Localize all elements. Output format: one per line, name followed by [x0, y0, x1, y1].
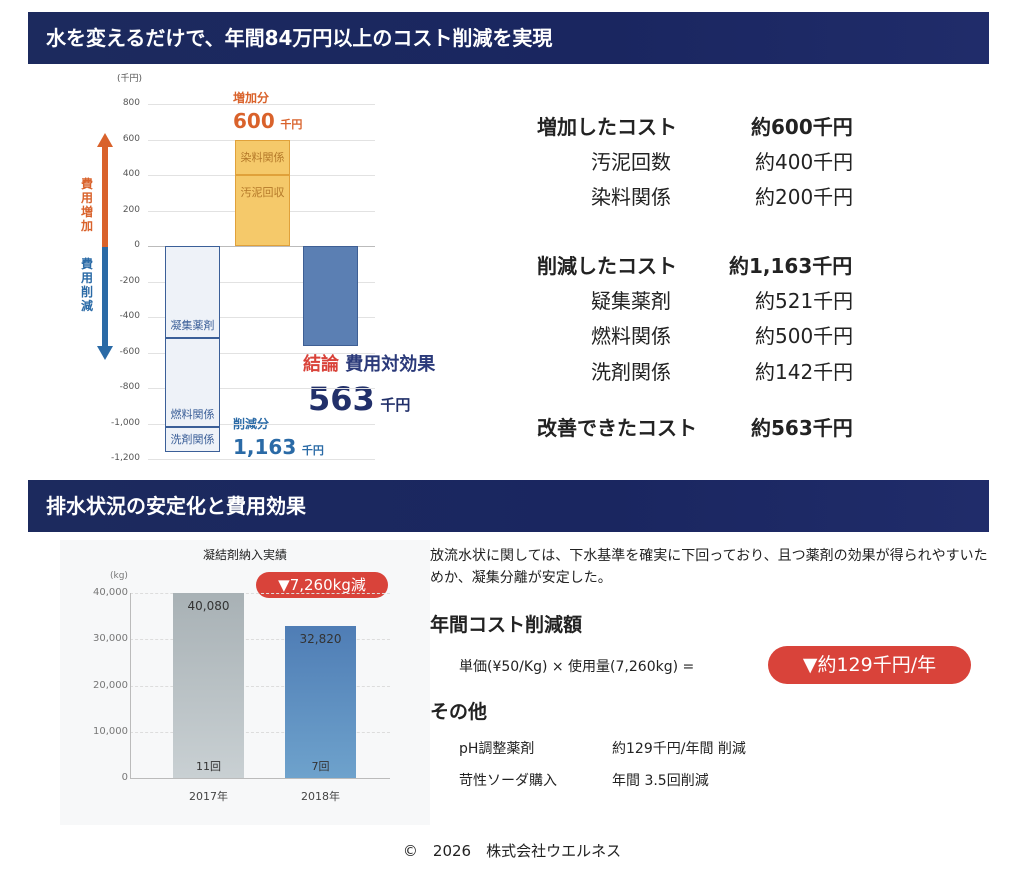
- axis-down-label: 費用削減: [81, 257, 94, 313]
- coagulant-chart: 凝結剤納入実績 (kg) ▼7,260kg減 40,000 30,000 20,00…: [60, 540, 430, 825]
- gridline: [148, 317, 375, 318]
- y-tick-label: 30,000: [93, 633, 128, 645]
- y-tick-label: 200: [122, 204, 140, 215]
- decrease-heading: 削減したコスト: [537, 254, 677, 278]
- y-tick-label: 400: [122, 169, 140, 179]
- increase-heading: 増加したコスト: [537, 115, 677, 139]
- unit: 千円: [280, 118, 303, 131]
- decrease-item-label: 洗剤関係: [591, 360, 671, 384]
- increase-item-label: 染料関係: [591, 185, 671, 209]
- y-tick-label: 0: [134, 240, 140, 250]
- annual-result-badge: ▼約129千円/年: [768, 646, 971, 684]
- gridline: [148, 246, 375, 247]
- y-tick-label: 0: [121, 772, 128, 783]
- gridline: [148, 104, 375, 105]
- gridline: [130, 685, 390, 688]
- bar-segment: 凝集薬剤: [165, 246, 220, 339]
- arrow-up-icon: [97, 133, 113, 147]
- formula: 単価(¥50/Kg) × 使用量(7,260kg) =: [459, 659, 695, 675]
- gridline: [148, 388, 375, 389]
- chart-title: 凝結剤納入実績: [202, 548, 287, 562]
- increase-item-label: 汚泥回数: [591, 150, 671, 174]
- y-tick-label: 20,000: [93, 679, 128, 691]
- gridline: [130, 731, 390, 734]
- other-heading: その他: [430, 701, 488, 723]
- y-tick-label: 800: [122, 98, 140, 108]
- unit: 千円: [301, 444, 324, 457]
- cost-chart: (千円) 費用増加 費用削減 増加分 600 千円 削減分 1,163 千円 結…: [60, 65, 480, 470]
- increase-amount: 約600千円: [751, 115, 853, 139]
- y-tick-label: 40,000: [93, 587, 128, 598]
- bar-count-label: 11回: [196, 759, 221, 773]
- increase-item-value: 約400千円: [755, 150, 854, 174]
- y-tick-label: -800: [119, 382, 140, 392]
- arrow-shaft-down: [102, 247, 108, 347]
- footer-copyright: © 2026 株式会社ウエルネス: [402, 842, 622, 860]
- effect-label: 費用対効果: [345, 354, 436, 375]
- increase-item-value: 約200千円: [755, 185, 854, 209]
- bar-segment: 染料関係: [235, 139, 290, 175]
- x-tick-label: 2017年: [189, 790, 228, 803]
- decrease-item-value: 約521千円: [755, 289, 854, 313]
- y-axis: [130, 593, 131, 778]
- bar-segment: [303, 246, 358, 346]
- section2-banner: 排水状況の安定化と費用効果: [28, 480, 989, 532]
- arrow-down-icon: [97, 346, 113, 360]
- bar-count-label: 7回: [311, 759, 330, 773]
- bar-value-label: 40,080: [187, 598, 230, 613]
- other-item-value: 年間 3.5回削減: [612, 773, 709, 789]
- gridline: [130, 778, 390, 779]
- bar-value-label: 32,820: [299, 632, 342, 647]
- bar-segment: 燃料関係: [165, 338, 220, 428]
- increase-total: 600 千円: [233, 109, 302, 133]
- y-unit-label: (kg): [110, 571, 128, 581]
- effect-total: 563 千円: [308, 380, 410, 418]
- effect-value: 563: [308, 380, 375, 418]
- gridline: [130, 639, 390, 641]
- y-tick-label: -400: [119, 311, 140, 321]
- increase-value: 600: [233, 109, 275, 133]
- unit: 千円: [380, 396, 411, 414]
- other-item-label: 苛性ソーダ購入: [459, 773, 557, 789]
- other-item-value: 約129千円/年間 削減: [612, 741, 746, 757]
- conclusion-label: 結論: [303, 354, 339, 375]
- gridline: [130, 593, 390, 595]
- y-tick-label: -600: [119, 346, 140, 357]
- x-tick-label: 2018年: [301, 790, 340, 803]
- gridline: [148, 281, 375, 283]
- decrease-item-label: 疑集薬剤: [591, 289, 671, 313]
- y-tick-label: -200: [119, 275, 140, 286]
- decrease-item-value: 約142千円: [755, 360, 854, 384]
- gridline: [148, 352, 375, 354]
- other-item-label: pH調整薬剤: [459, 741, 535, 757]
- y-unit-label: (千円): [117, 74, 143, 84]
- y-tick-label: 600: [122, 133, 140, 144]
- improved-heading: 改善できたコスト: [537, 416, 697, 440]
- increase-label: 増加分: [233, 91, 270, 105]
- y-tick-label: -1,000: [110, 417, 140, 428]
- gridline: [148, 459, 375, 460]
- section1-banner: 水を変えるだけで、年間84万円以上のコスト削減を実現: [28, 12, 989, 64]
- description: 放流水状に関しては、下水基準を確実に下回っており、且つ薬剤の効果が得られやすいた…: [430, 548, 988, 586]
- arrow-shaft-up: [102, 145, 108, 247]
- bar: 40,080 11回: [173, 592, 244, 778]
- bar-segment: 汚泥回収: [235, 175, 290, 246]
- decrease-amount: 約1,163千円: [729, 254, 853, 278]
- bar-segment: 洗剤関係: [165, 427, 220, 453]
- decrease-total: 1,163 千円: [233, 435, 324, 459]
- conclusion: 結論 費用対効果: [303, 350, 435, 376]
- improved-amount: 約563千円: [751, 416, 853, 440]
- axis-up-label: 費用増加: [81, 177, 94, 233]
- gridline: [148, 423, 375, 425]
- annual-heading: 年間コスト削減額: [430, 614, 583, 636]
- decrease-item-label: 燃料関係: [591, 324, 671, 348]
- decrease-item-value: 約500千円: [755, 324, 854, 348]
- decrease-value: 1,163: [233, 435, 297, 459]
- y-tick-label: 10,000: [93, 725, 128, 737]
- bar: 32,820 7回: [285, 626, 356, 778]
- y-tick-label: -1,200: [110, 453, 140, 463]
